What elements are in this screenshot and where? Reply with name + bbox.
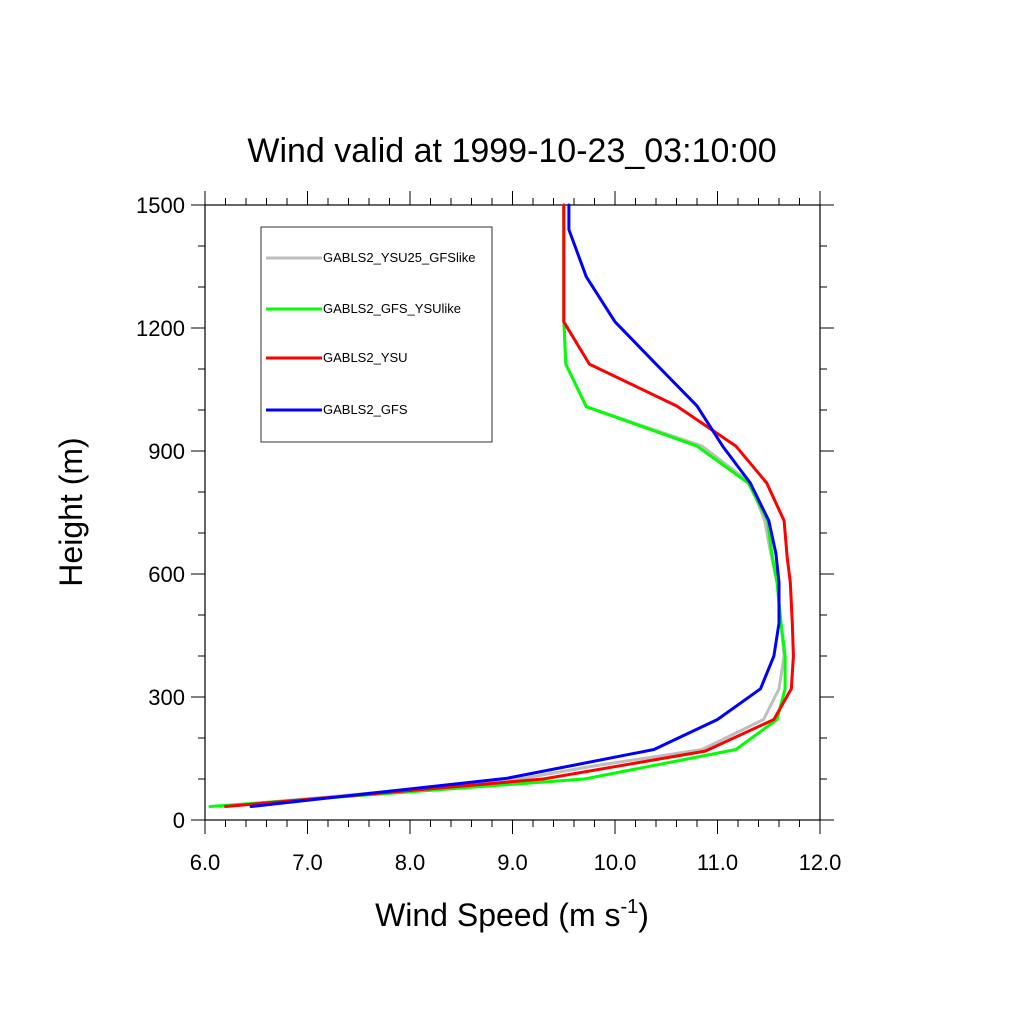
y-tick-label: 1500 [136,193,185,218]
y-tick-label: 0 [173,808,185,833]
legend-items: GABLS2_YSU25_GFSlike GABLS2_GFS_YSUlike GA… [266,250,475,417]
x-axis-label-sup: -1 [620,896,638,918]
legend-label: GABLS2_YSU25_GFSlike [323,250,475,265]
y-tick-label: 1200 [136,316,185,341]
x-tick-label: 12.0 [799,850,842,875]
y-axis-label: Height (m) [53,437,89,586]
y-tick-label: 300 [148,685,185,710]
x-tick-label: 6.0 [190,850,221,875]
series-line-gabls2-gfs-ysulike [208,203,787,808]
x-axis-label-close: ) [638,897,649,933]
axis-ticks [191,191,834,834]
x-axis-label: Wind Speed (m s-1) [375,896,649,933]
chart-title: Wind valid at 1999-10-23_03:10:00 [247,132,776,170]
series-line-gabls2-gfs [249,203,781,808]
series-line-gabls2-ysu [224,203,795,808]
x-tick-label: 9.0 [497,850,528,875]
x-tick-label: 11.0 [697,850,738,875]
x-tick-label: 7.0 [292,850,323,875]
x-tick-label: 8.0 [395,850,426,875]
legend-label: GABLS2_GFS [323,402,408,417]
x-tick-label: 10.0 [594,850,637,875]
legend-label: GABLS2_GFS_YSUlike [323,301,461,316]
y-tick-label: 600 [148,562,185,587]
legend: GABLS2_YSU25_GFSlike GABLS2_GFS_YSUlike GA… [260,226,493,443]
y-tick-label: 900 [148,439,185,464]
series-lines [208,203,795,808]
x-axis-label-main: Wind Speed (m s [375,897,620,933]
axis-tick-labels: 6.0 7.0 8.0 9.0 10.0 11.0 12.0 0 300 600 900 1200 15… [136,193,841,875]
legend-label: GABLS2_YSU [323,350,408,365]
legend-box [260,226,493,443]
